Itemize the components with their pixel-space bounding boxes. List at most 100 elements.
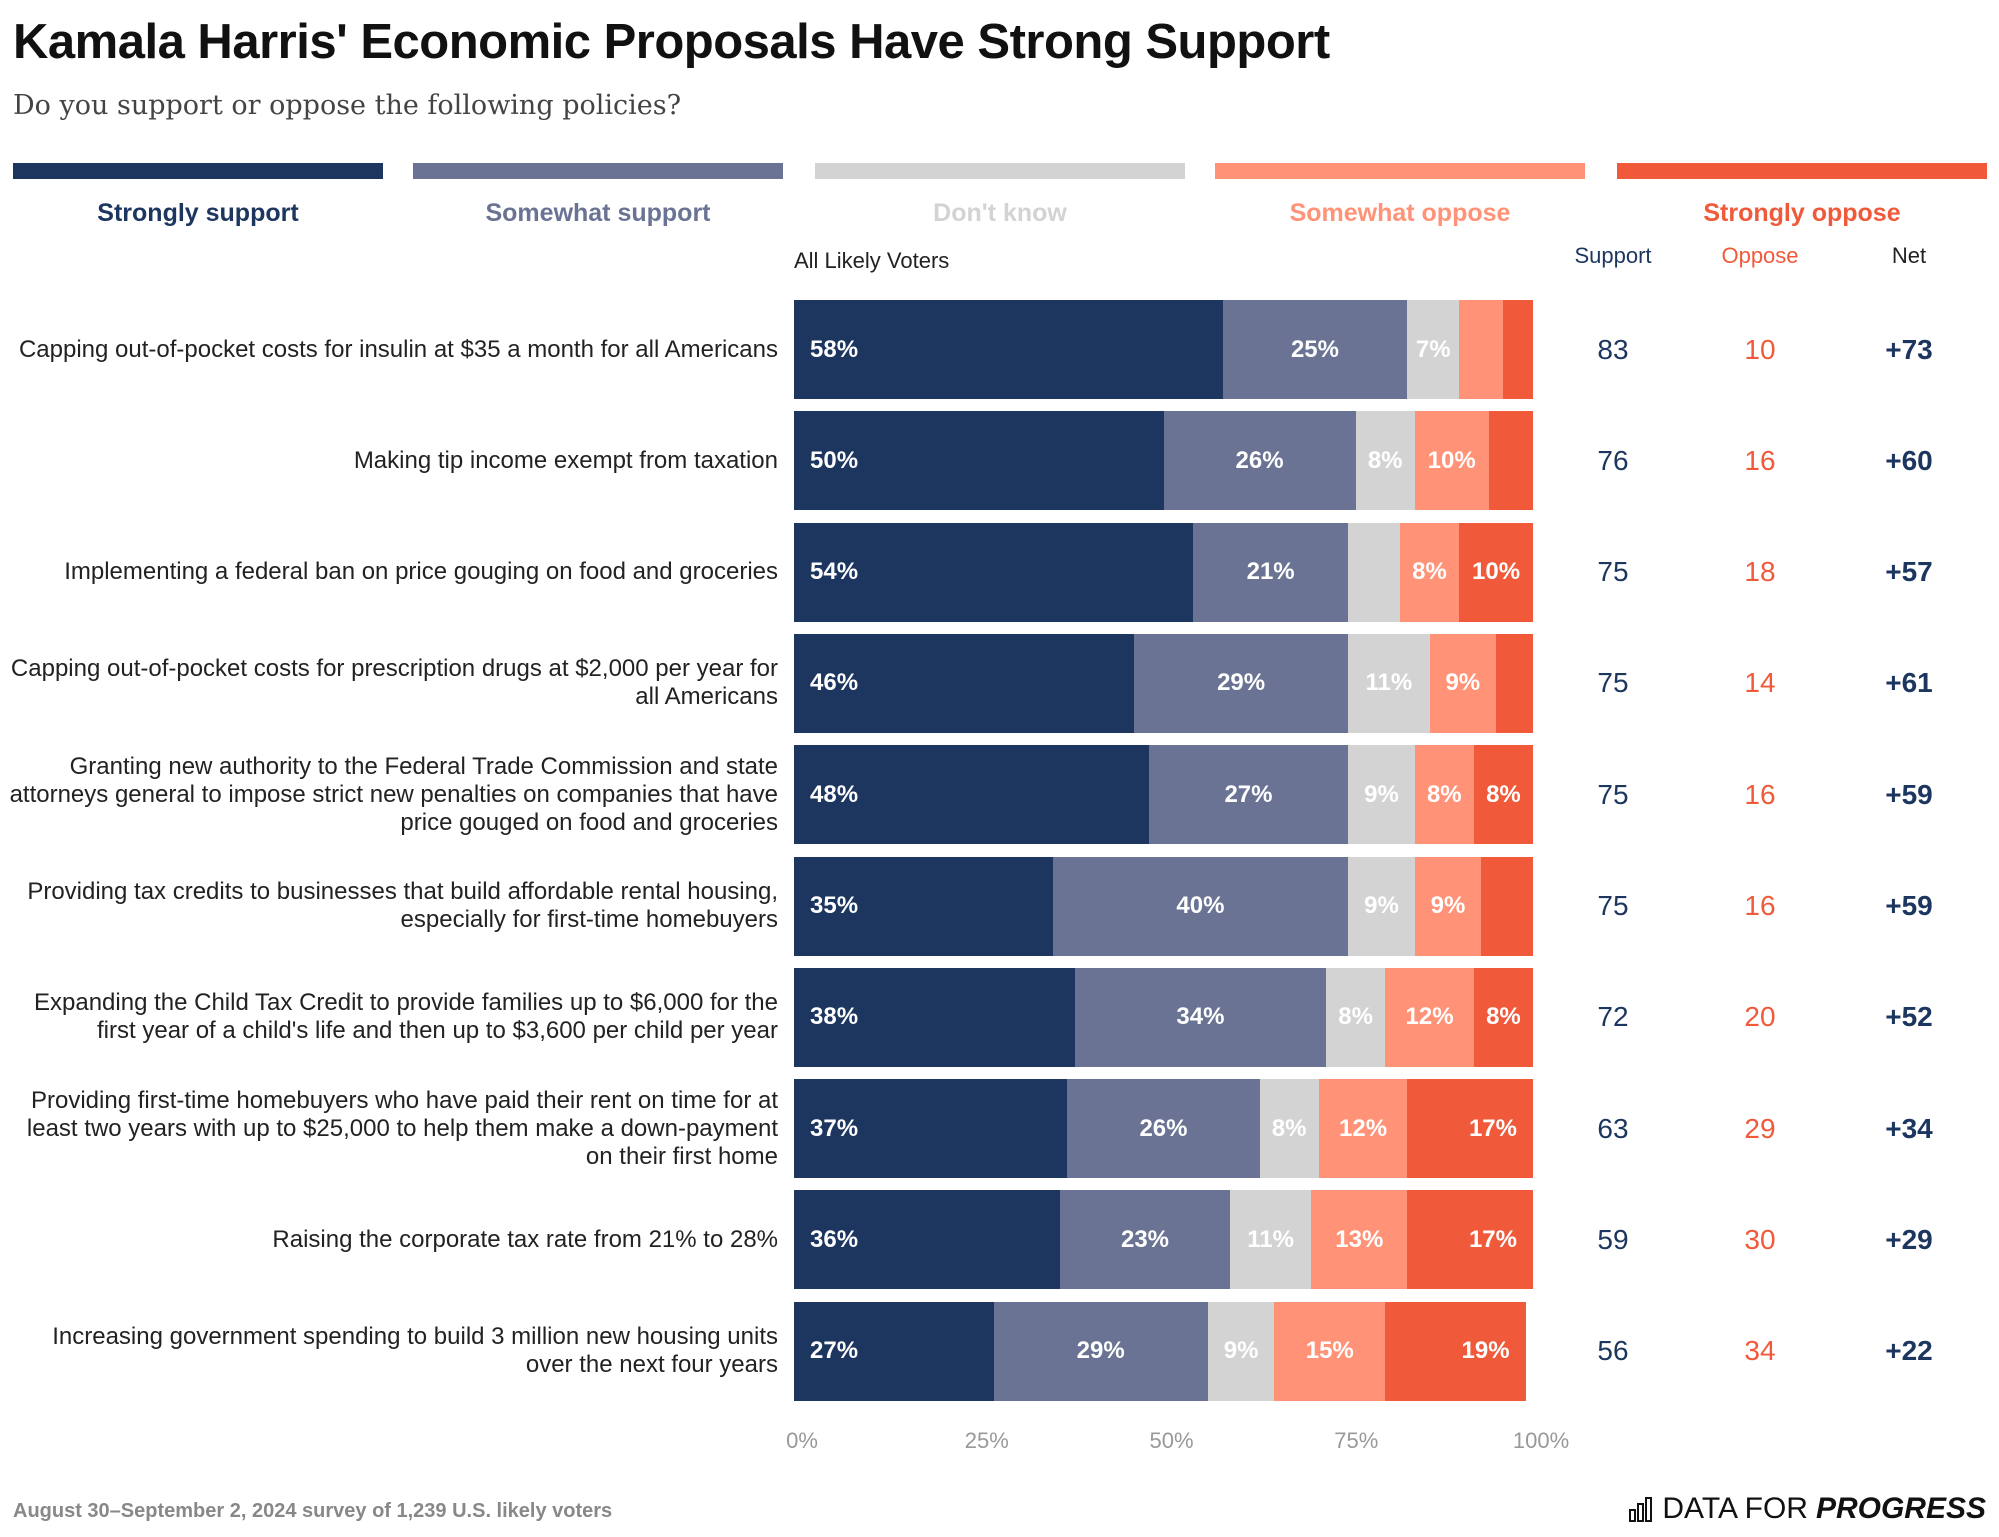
oppose-value: 16 — [1744, 890, 1776, 921]
oppose-value: 16 — [1744, 444, 1776, 476]
legend-swatch — [815, 163, 1185, 179]
x-tick-label: 75% — [1334, 1428, 1379, 1453]
row-label: Capping out-of-pocket costs for prescrip… — [10, 655, 778, 711]
support-value: 83 — [1597, 333, 1629, 365]
support-value: 75 — [1597, 890, 1629, 921]
bar-segment-somewhat-oppose: 12% — [1385, 967, 1474, 1067]
bar-segment-somewhat-oppose: 9% — [1429, 633, 1497, 733]
bar-segment-strongly-oppose: 19% — [1385, 1301, 1526, 1401]
row-label: Providing tax credits to businesses that… — [27, 878, 778, 933]
legend-swatch — [1617, 163, 1987, 179]
bar-segment-strongly-support: 38% — [794, 967, 1075, 1067]
bar-chart-icon — [1629, 1497, 1653, 1522]
bar-segment-somewhat-oppose: 8% — [1399, 522, 1460, 622]
oppose-value: 14 — [1744, 667, 1776, 699]
bar-segment-don-t-know: 9% — [1207, 1301, 1275, 1401]
net-value: +34 — [1885, 1112, 1933, 1144]
bar-segment-don-t-know: 8% — [1259, 1079, 1319, 1179]
bar-segment-don-t-know: 7% — [1407, 300, 1460, 399]
bar-segment-strongly-oppose — [1503, 300, 1533, 399]
bar-segment-somewhat-support: 21% — [1193, 522, 1349, 622]
support-value: 72 — [1597, 1001, 1629, 1033]
net-value: +22 — [1885, 1335, 1933, 1367]
bar-segment-strongly-oppose — [1488, 411, 1533, 511]
footer-note: August 30–September 2, 2024 survey of 1,… — [13, 1500, 613, 1522]
bar-segment-strongly-support: 50% — [794, 411, 1164, 511]
bar-segment-strongly-support: 36% — [794, 1190, 1061, 1290]
bar-segment-somewhat-oppose — [1459, 300, 1504, 399]
logo-text-b: PROGRESS — [1815, 1492, 1986, 1525]
support-value: 76 — [1597, 444, 1629, 476]
support-value: 63 — [1597, 1112, 1629, 1144]
net-value: +60 — [1885, 444, 1933, 476]
bar-segment-don-t-know — [1348, 522, 1400, 622]
bar-segment-don-t-know: 8% — [1326, 967, 1386, 1067]
bar-segment-strongly-support: 48% — [794, 745, 1149, 845]
net-value: +52 — [1885, 1001, 1933, 1033]
bar-segment-don-t-know: 11% — [1348, 633, 1430, 733]
legend-item: Strongly support — [13, 163, 383, 228]
x-tick-label: 50% — [1149, 1428, 1194, 1453]
row-label: Making tip income exempt from taxation — [353, 446, 778, 474]
bar-segment-don-t-know: 8% — [1355, 411, 1415, 511]
legend-label: Somewhat support — [485, 199, 711, 227]
bar-segment-somewhat-oppose: 9% — [1414, 856, 1482, 956]
bar-segment-strongly-oppose: 17% — [1407, 1079, 1533, 1179]
bar-segment-strongly-support: 37% — [794, 1079, 1068, 1179]
net-value: +73 — [1885, 333, 1933, 365]
legend-item: Somewhat support — [413, 163, 783, 228]
bar-segment-somewhat-oppose: 8% — [1414, 745, 1474, 845]
oppose-value: 10 — [1744, 333, 1776, 365]
bar-segment-strongly-support: 46% — [794, 633, 1134, 733]
bar-segment-somewhat-support: 40% — [1052, 856, 1349, 956]
chart-subtitle: Do you support or oppose the following p… — [13, 90, 682, 121]
support-value: 75 — [1597, 667, 1629, 699]
legend-label: Don't know — [933, 199, 1067, 227]
bar-segment-strongly-oppose: 8% — [1473, 745, 1533, 845]
bar-segment-don-t-know: 9% — [1348, 856, 1415, 956]
chart-title: Kamala Harris' Economic Proposals Have S… — [13, 15, 1330, 69]
legend-swatch — [413, 163, 783, 179]
bar-segment-somewhat-support: 34% — [1074, 967, 1327, 1067]
bar-segment-don-t-know: 11% — [1230, 1190, 1312, 1290]
legend-label: Somewhat oppose — [1289, 199, 1511, 227]
bar-segment-strongly-support: 27% — [794, 1301, 994, 1401]
bar-segment-somewhat-support: 29% — [1133, 633, 1349, 733]
row-label: Raising the corporate tax rate from 21% … — [272, 1225, 778, 1253]
bar-segment-somewhat-support: 25% — [1222, 300, 1408, 399]
legend-label: Strongly support — [97, 199, 299, 227]
bar-segment-somewhat-oppose: 12% — [1318, 1079, 1408, 1179]
bar-segment-don-t-know: 9% — [1348, 745, 1415, 845]
support-value: 56 — [1597, 1335, 1629, 1367]
bar-segment-somewhat-oppose: 13% — [1311, 1190, 1408, 1290]
x-tick-label: 100% — [1512, 1428, 1570, 1453]
bar-segment-somewhat-support: 23% — [1060, 1190, 1230, 1290]
bar-segment-strongly-oppose — [1481, 856, 1533, 956]
legend-label: Strongly oppose — [1703, 199, 1901, 227]
support-value: 75 — [1597, 556, 1629, 588]
legend-item: Strongly oppose — [1617, 163, 1987, 228]
bar-segment-somewhat-support: 26% — [1163, 411, 1356, 511]
group-header: All Likely Voters — [794, 248, 950, 273]
oppose-value: 20 — [1744, 1001, 1776, 1033]
row-label: Granting new authority to the Federal Tr… — [9, 752, 778, 836]
row-label: Capping out-of-pocket costs for insulin … — [18, 335, 778, 363]
bar-segment-strongly-oppose: 10% — [1459, 522, 1533, 622]
data-for-progress-logo: DATA FOR PROGRESS — [1628, 1492, 1986, 1526]
legend-item: Don't know — [815, 163, 1185, 228]
net-value: +61 — [1885, 667, 1933, 699]
oppose-value: 16 — [1744, 778, 1776, 810]
support-header: Support — [1574, 243, 1652, 268]
oppose-value: 34 — [1744, 1335, 1776, 1367]
support-value: 59 — [1597, 1223, 1629, 1255]
bar-segment-somewhat-oppose: 10% — [1414, 411, 1489, 511]
bar-segment-strongly-support: 54% — [794, 522, 1194, 622]
bar-segment-strongly-support: 58% — [794, 300, 1223, 399]
row-label: Increasing government spending to build … — [52, 1323, 778, 1379]
oppose-header: Oppose — [1721, 243, 1799, 268]
row-label: Expanding the Child Tax Credit to provid… — [34, 989, 778, 1045]
bar-segment-somewhat-oppose: 15% — [1274, 1301, 1386, 1401]
net-header: Net — [1891, 243, 1927, 268]
x-tick-label: 0% — [786, 1428, 818, 1453]
